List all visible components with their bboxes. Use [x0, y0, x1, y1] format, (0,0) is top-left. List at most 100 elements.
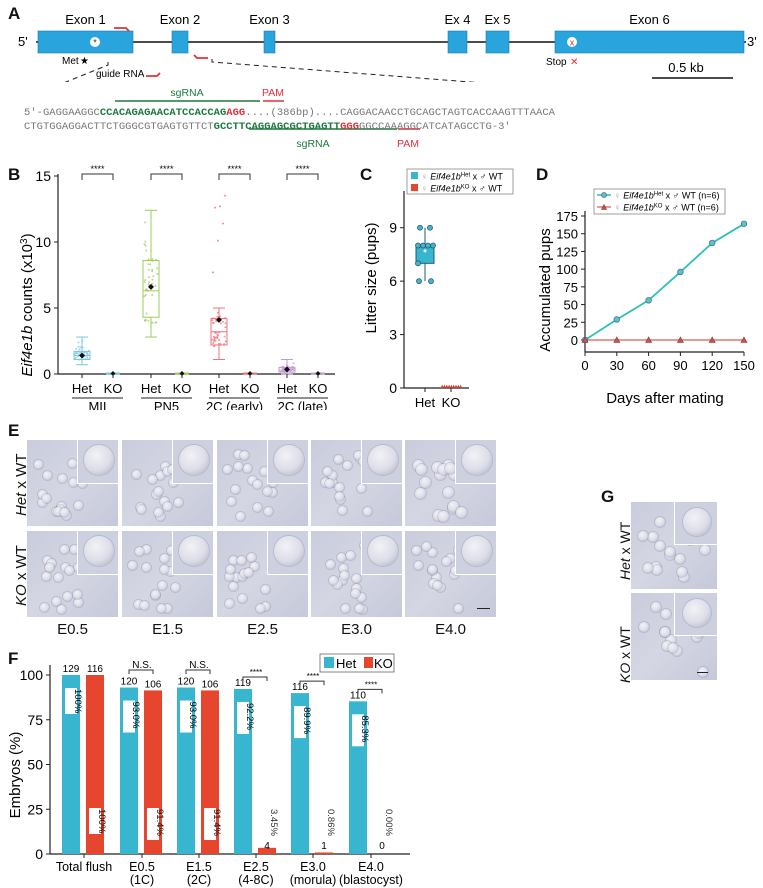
- svg-text:x: x: [570, 38, 575, 48]
- svg-text:sgRNA: sgRNA: [170, 87, 203, 99]
- svg-text:****: ****: [307, 672, 319, 681]
- svg-text:0: 0: [379, 841, 385, 852]
- svg-text:(4-8C): (4-8C): [238, 873, 273, 887]
- svg-text:2C (early): 2C (early): [206, 399, 263, 410]
- svg-text:Stop: Stop: [546, 57, 567, 68]
- panel-a-letter: A: [8, 4, 21, 23]
- svg-text:(2C): (2C): [187, 873, 211, 887]
- svg-text:♀ Eif4e1bHet x ♂ WT (n=6): ♀ Eif4e1bHet x ♂ WT (n=6): [614, 191, 719, 201]
- svg-text:****: ****: [365, 680, 377, 689]
- svg-text:Total flush: Total flush: [56, 860, 112, 874]
- svg-text:3': 3': [747, 34, 757, 49]
- exon-label: Ex 5: [484, 12, 510, 27]
- svg-text:75: 75: [564, 280, 578, 295]
- sequence-top-strand: 5'-GAGGAAGGCCCACAGAGAACATCCACCAGAGG....(…: [24, 107, 555, 119]
- svg-text:Het: Het: [72, 381, 93, 396]
- svg-text:120: 120: [701, 358, 723, 373]
- svg-text:N.S.: N.S.: [189, 660, 208, 671]
- svg-text:100%: 100%: [72, 689, 83, 714]
- svg-text:75: 75: [27, 712, 43, 728]
- svg-text:♀ Eif4e1bHet x ♂ WT: ♀ Eif4e1bHet x ♂ WT: [421, 172, 503, 182]
- svg-text:Met: Met: [62, 56, 79, 67]
- panel-b-letter: B: [8, 165, 21, 184]
- exon-box: [263, 30, 276, 54]
- svg-text:guide RNA: guide RNA: [96, 69, 145, 80]
- svg-text:Het: Het: [141, 381, 162, 396]
- exon-box: [171, 30, 189, 54]
- exon-label: Exon 2: [160, 12, 200, 27]
- svg-text:50: 50: [564, 298, 578, 313]
- svg-text:Litter size (pups): Litter size (pups): [363, 223, 380, 334]
- svg-text:N.S.: N.S.: [132, 660, 151, 671]
- svg-text:E3.0: E3.0: [300, 860, 326, 874]
- svg-text:93.0%: 93.0%: [187, 702, 198, 729]
- svg-text:PN5: PN5: [154, 399, 179, 410]
- panel-e-letter: E: [8, 421, 20, 440]
- svg-text:150: 150: [556, 227, 578, 242]
- panel-e-column-label: E4.0: [435, 621, 466, 638]
- svg-text:90: 90: [673, 358, 687, 373]
- svg-text:91.4%: 91.4%: [154, 809, 165, 836]
- micrograph: [122, 531, 213, 617]
- svg-text:100: 100: [20, 667, 44, 683]
- exon-label: Exon 1: [65, 12, 105, 27]
- svg-text:0: 0: [581, 358, 588, 373]
- svg-text:91.4%: 91.4%: [211, 809, 222, 836]
- svg-text:93.0%: 93.0%: [130, 702, 141, 729]
- svg-text:116: 116: [87, 664, 103, 675]
- svg-text:85.3%: 85.3%: [359, 715, 370, 742]
- svg-text:106: 106: [202, 679, 219, 690]
- svg-text:KO: KO: [173, 381, 192, 396]
- exon-box: [485, 30, 510, 54]
- svg-text:(blastocyst): (blastocyst): [339, 873, 403, 887]
- svg-text:110: 110: [350, 690, 366, 701]
- svg-text:100%: 100%: [96, 809, 107, 834]
- svg-text:0.86%: 0.86%: [325, 809, 336, 836]
- svg-text:0: 0: [389, 380, 397, 396]
- svg-text:E2.5: E2.5: [243, 860, 269, 874]
- panel-b-boxplot: 0 5 10 15 Het KO MII **** Het KO PN5 **** Het KO 2C (e…: [19, 164, 335, 410]
- svg-text:KO: KO: [104, 381, 123, 396]
- svg-text:E0.5: E0.5: [129, 860, 155, 874]
- panel-b-ylabel: Eif4e1b counts (x103): [19, 233, 36, 376]
- svg-text:Embryos (%): Embryos (%): [7, 732, 24, 819]
- sequence-annotations: sgRNA PAM sgRNA PAM: [115, 87, 420, 150]
- scale-bar: [697, 671, 708, 673]
- svg-text:0: 0: [43, 366, 51, 382]
- micrograph: [311, 531, 402, 617]
- svg-text:*: *: [93, 38, 97, 48]
- panel-d-accumulated-pups: 0 25 50 75 100 125 150 175 0 30 60 90 120 150 Accumul…: [537, 188, 755, 407]
- exon-label: Exon 6: [629, 12, 669, 27]
- svg-text:92.2%: 92.2%: [244, 703, 255, 730]
- svg-text:89.9%: 89.9%: [301, 707, 312, 734]
- svg-text:Het: Het: [209, 381, 230, 396]
- svg-text:PAM: PAM: [262, 87, 284, 99]
- svg-text:Het: Het: [336, 656, 357, 671]
- svg-text:60: 60: [641, 358, 655, 373]
- micrograph: [27, 531, 118, 617]
- svg-text:25: 25: [564, 315, 578, 330]
- svg-text:106: 106: [145, 679, 162, 690]
- svg-text:Het: Het: [277, 381, 298, 396]
- svg-text:1: 1: [321, 841, 327, 852]
- svg-text:(morula): (morula): [290, 873, 337, 887]
- svg-text:KO: KO: [241, 381, 260, 396]
- svg-text:30: 30: [610, 358, 624, 373]
- svg-text:****: ****: [159, 164, 174, 174]
- micrograph: [631, 502, 717, 589]
- panel-g-letter: G: [601, 487, 615, 506]
- panel-f-letter: F: [8, 649, 19, 668]
- panel-e-column-label: E0.5: [57, 621, 88, 638]
- panel-e-column-label: E2.5: [247, 621, 278, 638]
- panel-c-litter-size: 0 3 6 9 Het KO Litter size (pups) ♀ Eif4e1bHe…: [363, 168, 514, 410]
- svg-text:****: ****: [295, 164, 310, 174]
- svg-text:E4.0: E4.0: [358, 860, 384, 874]
- svg-text:6: 6: [389, 273, 397, 289]
- exon-box: [447, 30, 468, 54]
- svg-text:9: 9: [389, 220, 397, 236]
- micrograph: [217, 440, 308, 526]
- micrograph: [405, 440, 496, 526]
- svg-text:****: ****: [227, 164, 242, 174]
- panel-e-column-label: E3.0: [341, 621, 372, 638]
